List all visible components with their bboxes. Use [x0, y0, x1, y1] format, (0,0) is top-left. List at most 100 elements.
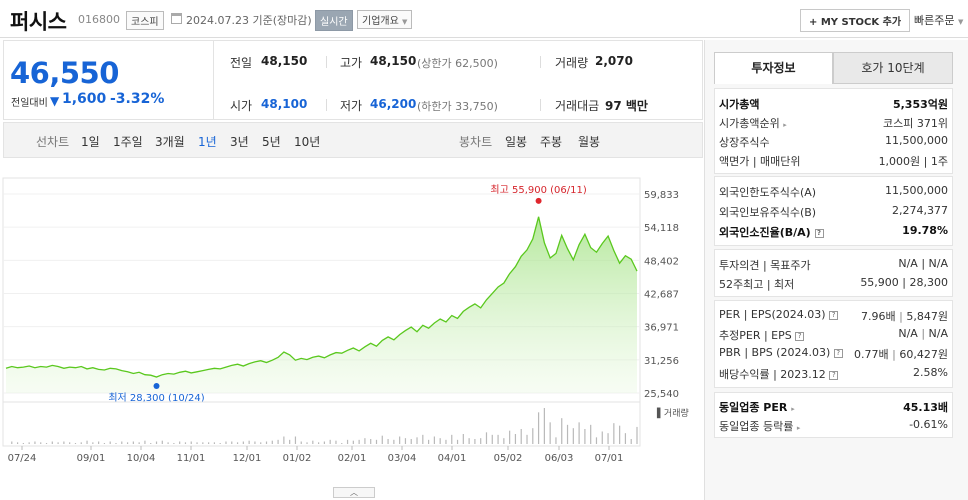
- market-cap-row: 시가총액 5,353억원: [719, 96, 948, 114]
- volume-bar: [346, 439, 349, 444]
- trade-amount-value: 97 백만: [605, 99, 648, 113]
- market-cap-label: 시가총액: [719, 98, 760, 111]
- week52-value: 55,900 | 28,300: [860, 276, 948, 289]
- company-name: 퍼시스: [10, 10, 67, 34]
- volume-bar: [231, 441, 233, 444]
- volume-bar: [16, 442, 19, 444]
- price-chart[interactable]: 59,833 54,118 48,402 42,687 36,971 31,256 25,5…: [0, 160, 704, 487]
- foreign-limit-label: 외국인한도주식수(A): [719, 186, 817, 199]
- chevron-right-icon: ▸: [796, 424, 801, 432]
- divider: [540, 56, 541, 68]
- volume-bar: [34, 441, 36, 444]
- volume-bar: [532, 428, 534, 444]
- volume-bar: [595, 437, 598, 444]
- help-icon[interactable]: ?: [833, 348, 843, 358]
- foreign-section: [714, 176, 953, 246]
- low-annotation: 최저 28,300 (10/24): [108, 392, 204, 404]
- industry-change-label: 동일업종 등락률: [719, 420, 794, 433]
- volume-bar: [393, 439, 395, 444]
- volume-bar: [283, 436, 285, 444]
- high-label: 고가: [340, 56, 363, 70]
- market-cap-rank-row[interactable]: 시가총액순위 ▸ 코스피 371위: [719, 115, 948, 133]
- tab-5y[interactable]: 5년: [262, 135, 281, 149]
- change-percent: -3.32%: [110, 91, 165, 107]
- x-tick-label: 01/02: [283, 453, 312, 464]
- volume-bar: [514, 434, 517, 444]
- opinion-value: N/A | N/A: [898, 257, 948, 270]
- week52-label: 52주최고 | 최저: [719, 278, 795, 291]
- opinion-section: [714, 249, 953, 297]
- company-info-button[interactable]: 기업개요 ▼: [357, 10, 413, 29]
- volume-bar: [28, 442, 30, 444]
- x-tick-label: 09/01: [77, 453, 106, 464]
- listed-shares-value: 11,500,000: [885, 134, 948, 147]
- volume-bar: [584, 429, 586, 444]
- tab-1y[interactable]: 1년: [198, 135, 217, 149]
- industry-change-row[interactable]: 동일업종 등락률 ▸ -0.61%: [719, 418, 948, 436]
- x-tick-label: 07/01: [595, 453, 624, 464]
- volume-bar: [480, 438, 482, 444]
- market-cap-value: 5,353억원: [892, 98, 948, 111]
- foreign-ratio-value: 19.78%: [902, 224, 948, 237]
- volume-bar: [474, 439, 476, 444]
- bps-value: 60,427원: [899, 348, 948, 361]
- per-value: 7.96배: [861, 310, 896, 323]
- est-eps-value: N/A: [928, 327, 948, 340]
- upper-limit: (상한가 62,500): [417, 57, 498, 70]
- volume-bar: [341, 443, 343, 444]
- tab-invest-info[interactable]: 투자정보: [714, 52, 833, 84]
- add-mystock-button[interactable]: + MY STOCK 추가: [800, 9, 911, 32]
- opinion-label: 투자의견 | 목표주가: [719, 259, 811, 272]
- low-label: 저가: [340, 99, 363, 113]
- volume-bar: [636, 426, 638, 444]
- volume-bar: [22, 443, 24, 444]
- tab-3m[interactable]: 3개월: [155, 135, 185, 149]
- help-icon[interactable]: ?: [829, 310, 839, 320]
- per-eps-row: PER | EPS(2024.03) ? 7.96배 | 5,847원: [719, 308, 948, 323]
- help-icon[interactable]: ?: [829, 370, 839, 380]
- realtime-button[interactable]: 실시간: [315, 10, 353, 31]
- volume-bar: [410, 439, 412, 444]
- collapse-chart-button[interactable]: ︿: [333, 487, 375, 498]
- volume-bar: [520, 429, 522, 444]
- per-eps-label: PER | EPS(2024.03): [719, 308, 826, 321]
- volume-bar: [242, 441, 244, 444]
- volume-bar: [329, 439, 331, 444]
- volume-bar: [265, 441, 268, 444]
- tab-orderbook[interactable]: 호가 10단계: [833, 52, 953, 84]
- quick-order-button[interactable]: 빠른주문 ▼: [914, 12, 963, 28]
- volume-bar: [503, 438, 505, 444]
- volume-bar: [462, 434, 464, 444]
- foreign-limit-row: 외국인한도주식수(A) 11,500,000: [719, 184, 948, 202]
- volume-bar: [375, 439, 378, 444]
- tab-1d[interactable]: 1일: [81, 135, 100, 149]
- tab-daily[interactable]: 일봉: [505, 135, 528, 149]
- volume-bar: [601, 431, 603, 444]
- volume-bar: [208, 442, 210, 444]
- volume-bar: [126, 442, 129, 444]
- volume-bar: [630, 439, 632, 444]
- volume-bar: [150, 443, 152, 444]
- tab-weekly[interactable]: 주봉: [540, 135, 563, 149]
- low-value: 46,200: [370, 97, 417, 111]
- line-chart-label: 선차트: [36, 135, 70, 149]
- tab-3y[interactable]: 3년: [230, 135, 249, 149]
- est-per-eps-label: 추정PER | EPS: [719, 329, 792, 342]
- candle-chart-label: 봉차트: [459, 135, 493, 149]
- lower-limit: (하한가 33,750): [417, 100, 498, 113]
- low-marker: [153, 382, 160, 389]
- est-per-eps-row: 추정PER | EPS ? N/A | N/A: [719, 327, 948, 342]
- tab-10y[interactable]: 10년: [294, 135, 321, 149]
- tab-1w[interactable]: 1주일: [113, 135, 143, 149]
- volume-bar: [225, 441, 227, 444]
- volume-bar: [572, 428, 574, 444]
- help-icon[interactable]: ?: [795, 331, 805, 341]
- volume-bar: [277, 439, 279, 444]
- volume-bar: [399, 436, 401, 444]
- industry-per-row[interactable]: 동일업종 PER ▸ 45.13배: [719, 399, 948, 417]
- volume-bar: [445, 439, 447, 444]
- help-icon[interactable]: ?: [814, 228, 824, 238]
- volume-bar: [202, 442, 204, 444]
- volume-bar: [103, 443, 106, 444]
- tab-monthly[interactable]: 월봉: [578, 135, 601, 149]
